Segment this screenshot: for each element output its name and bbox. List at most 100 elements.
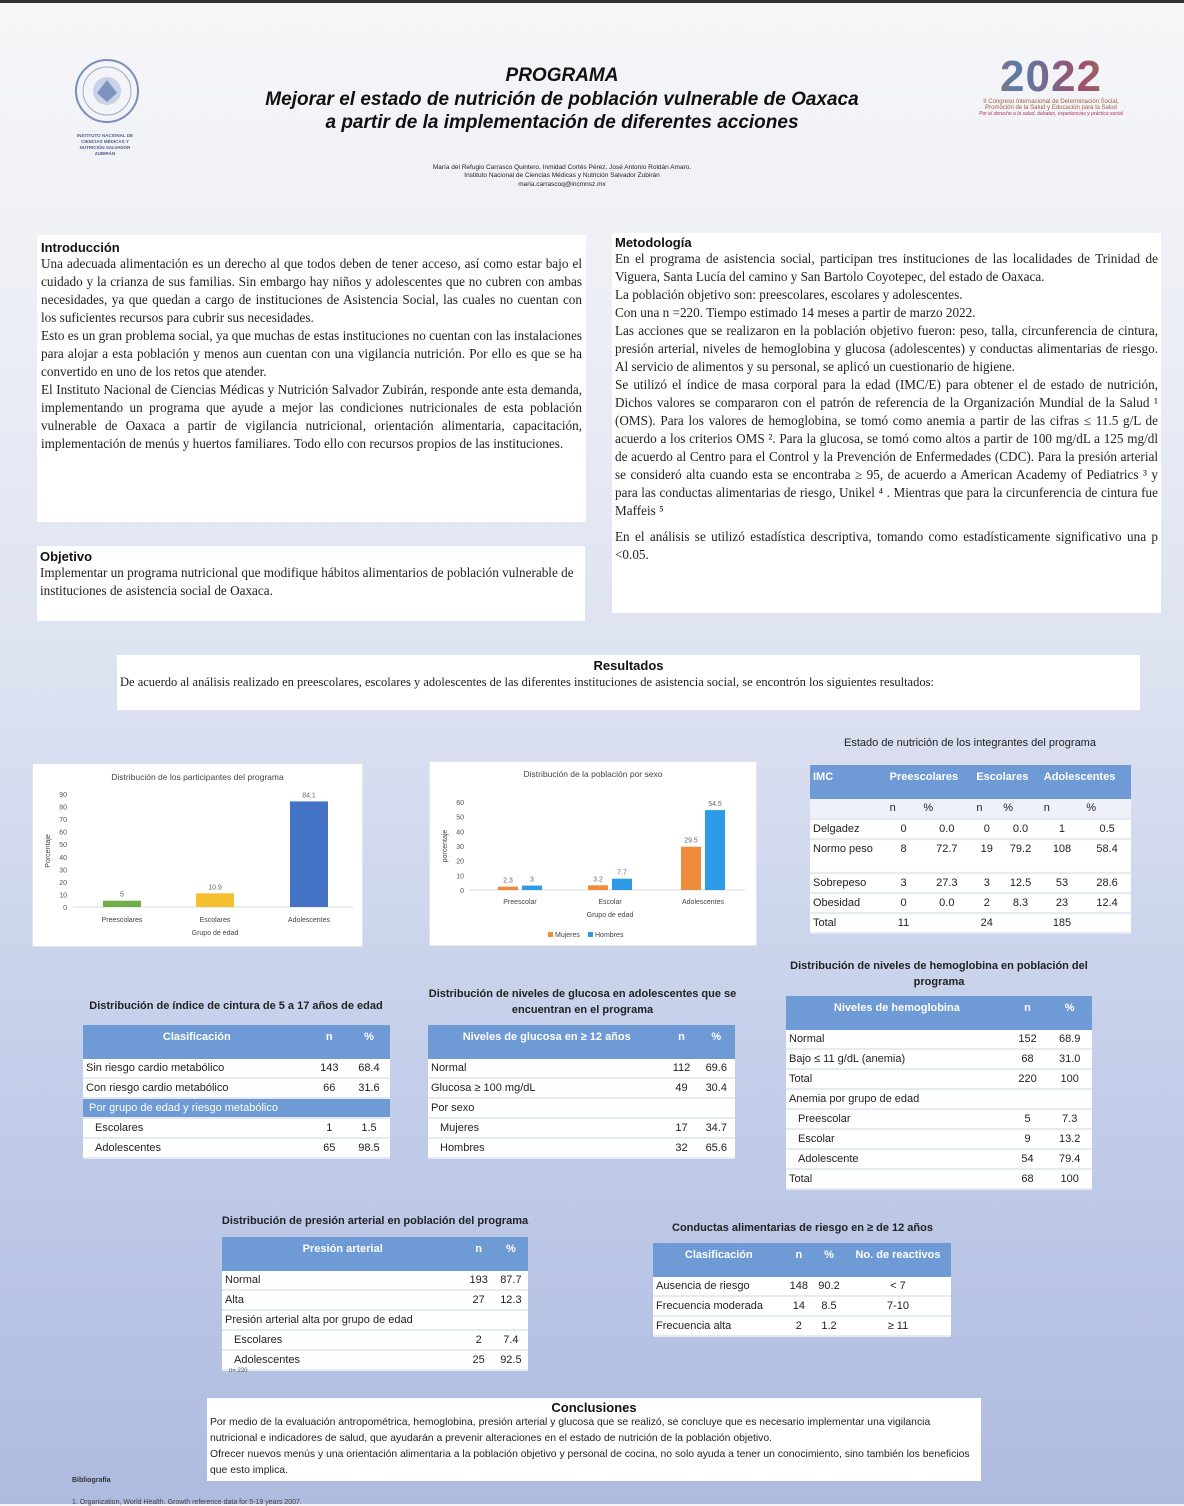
row-label: Normal <box>222 1271 464 1291</box>
column-header: n <box>310 1025 348 1059</box>
row-label: Glucosa ≥ 100 mg/dL <box>428 1078 666 1099</box>
column-header: % <box>1047 996 1092 1030</box>
y-axis-label: porcentaje <box>442 830 449 863</box>
hemoglobina-table-title: Distribución de niveles de hemoglobina e… <box>790 960 1088 988</box>
cell-value: 92.5 <box>493 1350 528 1371</box>
conclusiones-paragraph: Ofrecer nuevos menús y una orientación a… <box>210 1449 970 1476</box>
cell-value: 90.2 <box>813 1277 845 1297</box>
metodologia-paragraph: La población objetivo son: preescolares,… <box>615 287 963 302</box>
subheader-cell: n <box>1040 799 1084 820</box>
chart-title: Distribución de los participantes del pr… <box>111 772 284 782</box>
cell-value <box>463 1310 494 1331</box>
row-label: Escolares <box>83 1118 311 1139</box>
cell-value: 185 <box>1040 913 1084 934</box>
cell-value: 3 <box>886 873 921 894</box>
x-tick-label: Escolar <box>598 899 622 906</box>
cell-value: 19 <box>973 839 1001 874</box>
column-header: Niveles de hemoglobina <box>786 996 1008 1030</box>
chart-title: Distribución de la población por sexo <box>523 769 663 779</box>
glucosa-table: Niveles de glucosa en ≥ 12 años n% Normal 1… <box>428 1025 735 1159</box>
table-row: Adolescentes 25 92.5 <box>222 1350 528 1371</box>
table-row: Escolares 2 7.4 <box>222 1330 528 1351</box>
table-row: Normal 152 68.9 <box>786 1030 1092 1050</box>
cell-value: 220 <box>1007 1069 1048 1090</box>
row-label: Total <box>786 1069 1008 1090</box>
row-label: Delgadez <box>810 819 887 840</box>
cell-value <box>493 1310 528 1331</box>
cell-value: 72.7 <box>920 839 974 874</box>
table-row: Obesidad 0 0.0 2 8.3 23 12.4 <box>810 893 1131 914</box>
resultados-section: Resultados De acuerdo al análisis realiz… <box>117 655 1140 710</box>
table-header-row: Clasificación n% No. de reactivos <box>653 1243 951 1277</box>
metodologia-title: Metodología <box>615 235 692 250</box>
subheader-cell: n <box>886 799 921 820</box>
cell-value: 0.0 <box>920 819 974 840</box>
row-label: Adolescente <box>786 1149 1008 1170</box>
cell-value <box>920 913 974 934</box>
legend-label: Mujeres <box>555 932 580 939</box>
cell-value: 1 <box>1040 819 1084 840</box>
imc-table: IMC Preescolares Escolares Adolescentes n% n%… <box>810 765 1131 934</box>
y-tick-label: 10 <box>456 873 464 880</box>
column-header: Niveles de glucosa en ≥ 12 años <box>428 1025 666 1059</box>
row-label: Adolescentes <box>222 1350 464 1371</box>
cell-value: 2 <box>973 893 1001 914</box>
x-tick-label: Preescolar <box>503 899 537 906</box>
cell-value: 17 <box>665 1118 698 1139</box>
x-tick-label: Preescolares <box>102 917 143 924</box>
cell-value: 9 <box>1007 1129 1048 1150</box>
y-tick-label: 50 <box>59 842 67 849</box>
bibliografia-item: 1. Organization, World Health. Growth re… <box>72 1499 302 1506</box>
table-header-row: Niveles de hemoglobina n% <box>786 996 1092 1030</box>
column-header: % <box>697 1025 735 1059</box>
column-header: n <box>463 1237 494 1271</box>
table-header-row: IMC Preescolares Escolares Adolescentes <box>810 765 1131 799</box>
conclusiones-section: Conclusiones Por medio de la evaluación … <box>207 1398 981 1481</box>
row-label: Con riesgo cardio metabólico <box>83 1078 311 1099</box>
cell-value: 27.3 <box>920 873 974 894</box>
cell-value: 31.0 <box>1047 1049 1092 1070</box>
cell-value: 79.2 <box>1000 839 1041 874</box>
cell-value: 24 <box>973 913 1001 934</box>
table-row: Sobrepeso 3 27.3 3 12.5 53 28.6 <box>810 873 1131 894</box>
cell-value: 28.6 <box>1083 873 1131 894</box>
row-label: Por sexo <box>428 1098 666 1119</box>
cell-value: 0 <box>886 893 921 914</box>
cell-value: 32 <box>665 1138 698 1159</box>
authors: María del Refugio Carrasco Quintero, Inm… <box>432 164 692 171</box>
subheader-cell: % <box>920 799 974 820</box>
column-header: Presión arterial <box>222 1237 464 1271</box>
column-header: n <box>1007 996 1048 1030</box>
cell-value <box>1083 913 1131 934</box>
conductas-table-title: Conductas alimentarias de riesgo en ≥ de… <box>672 1222 933 1234</box>
y-tick-label: 30 <box>59 867 67 874</box>
cell-value: 68 <box>1007 1049 1048 1070</box>
table-header-row: Presión arterial n% <box>222 1237 528 1271</box>
y-tick-label: 20 <box>456 859 464 866</box>
table-row: Delgadez 0 0.0 0 0.0 1 0.5 <box>810 819 1131 840</box>
cell-value: 193 <box>463 1271 494 1291</box>
legend-swatch <box>588 932 593 937</box>
sex-distribution-chart-svg: 0 10 20 30 40 50 60 2.3 3 Preescolar 3.2 7.7 Escolar… <box>442 800 745 939</box>
table-row: Sin riesgo cardio metabólico 143 68.4 <box>83 1059 390 1079</box>
cell-value: 13.2 <box>1047 1129 1092 1150</box>
data-label: 5 <box>120 892 124 899</box>
presion-note: n= 220 <box>229 1368 248 1374</box>
y-tick-label: 50 <box>456 815 464 822</box>
imc-table-title: Estado de nutrición de los integrantes d… <box>844 737 1096 749</box>
table-row: Normal 193 87.7 <box>222 1271 528 1291</box>
resultados-title: Resultados <box>593 658 664 673</box>
cell-value: 100 <box>1047 1169 1092 1190</box>
cell-value: 0 <box>973 819 1001 840</box>
row-label: Obesidad <box>810 893 887 914</box>
table-row: Adolescente 54 79.4 <box>786 1149 1092 1170</box>
data-label: 3 <box>530 877 534 884</box>
cell-value: 2 <box>463 1330 494 1351</box>
row-label: Hombres <box>428 1138 666 1159</box>
table-subheader-row: n% n% n% <box>810 799 1131 820</box>
cell-value: 30.4 <box>697 1078 735 1099</box>
congress-year: 2022 <box>958 55 1144 99</box>
cell-value: 49 <box>665 1078 698 1099</box>
cell-value: 0 <box>886 819 921 840</box>
cell-value: 1.2 <box>813 1316 845 1337</box>
